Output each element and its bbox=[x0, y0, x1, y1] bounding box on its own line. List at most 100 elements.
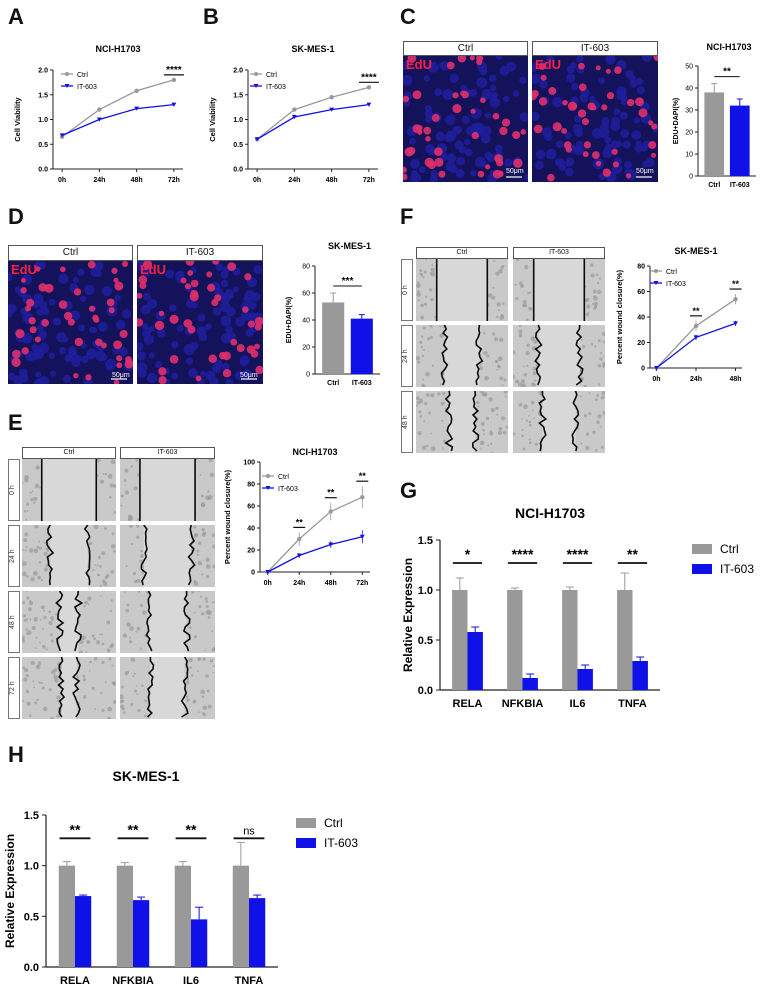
edu-nucleus bbox=[512, 130, 521, 140]
cell-texture bbox=[38, 486, 41, 489]
cell-texture bbox=[139, 603, 144, 608]
cell-texture bbox=[513, 375, 516, 379]
edu-nucleus bbox=[452, 92, 459, 99]
dapi-nucleus bbox=[620, 129, 630, 138]
cell-texture bbox=[33, 617, 39, 622]
e-ctrl-header: Ctrl bbox=[22, 447, 116, 459]
e-ctrl-0h-image bbox=[22, 459, 116, 521]
series-line-ctrl bbox=[256, 86, 370, 140]
dapi-nucleus bbox=[635, 77, 643, 86]
dapi-nucleus bbox=[88, 326, 96, 334]
cell-texture bbox=[592, 430, 596, 435]
cell-texture bbox=[425, 393, 430, 397]
cell-texture bbox=[496, 302, 501, 307]
data-point bbox=[733, 296, 738, 302]
cell-texture bbox=[533, 417, 535, 419]
dapi-nucleus bbox=[242, 369, 252, 378]
edu-nucleus bbox=[577, 109, 587, 118]
dapi-nucleus bbox=[225, 325, 233, 334]
cell-texture bbox=[421, 383, 425, 387]
cell-texture bbox=[421, 354, 425, 358]
cell-texture bbox=[41, 686, 45, 690]
x-tick-label: 0h bbox=[652, 376, 660, 383]
edu-nucleus bbox=[100, 342, 107, 349]
cell-texture bbox=[528, 306, 532, 311]
cell-texture bbox=[186, 680, 190, 685]
cell-texture bbox=[101, 633, 104, 636]
dapi-nucleus bbox=[190, 342, 199, 351]
cell-texture bbox=[204, 713, 207, 716]
cell-texture bbox=[26, 618, 29, 621]
cell-texture bbox=[130, 542, 134, 546]
cell-texture bbox=[430, 326, 433, 329]
dapi-nucleus bbox=[8, 272, 13, 282]
f-it603-header: IT-603 bbox=[513, 247, 605, 259]
cell-texture bbox=[416, 281, 420, 284]
cell-texture bbox=[29, 599, 32, 603]
legend-label: Ctrl bbox=[324, 816, 343, 830]
f-ctrl-0h-image bbox=[416, 259, 508, 321]
cell-texture bbox=[521, 428, 524, 431]
data-point bbox=[296, 553, 302, 558]
dapi-nucleus bbox=[211, 363, 222, 373]
cell-texture bbox=[419, 272, 423, 276]
cell-texture bbox=[494, 359, 498, 363]
cell-texture bbox=[523, 365, 526, 368]
bar-it-603 bbox=[191, 919, 208, 967]
significance-stars: ** bbox=[186, 821, 197, 837]
cell-texture bbox=[99, 595, 102, 597]
dapi-nucleus bbox=[157, 329, 166, 338]
panel-label-g: G bbox=[400, 478, 418, 503]
cell-texture bbox=[422, 349, 425, 351]
dapi-nucleus bbox=[19, 373, 29, 383]
edu-nucleus bbox=[562, 99, 568, 106]
cell-texture bbox=[88, 670, 91, 672]
cell-texture bbox=[524, 265, 529, 270]
chart-c-edu-bar: NCI-H1703 0 10 20 30 40 50 EDU+DAPI(%) Ctrl IT-60… bbox=[673, 42, 756, 189]
edu-nucleus bbox=[461, 91, 469, 99]
edu-nucleus bbox=[433, 147, 443, 157]
edu-nucleus bbox=[67, 318, 75, 326]
dapi-nucleus bbox=[479, 67, 488, 76]
edu-nucleus bbox=[611, 148, 618, 155]
cell-texture bbox=[133, 579, 138, 584]
dapi-nucleus bbox=[574, 115, 582, 123]
panel-label-b: B bbox=[203, 4, 219, 29]
cell-texture bbox=[489, 430, 493, 433]
dapi-nucleus bbox=[59, 346, 67, 355]
panel-label-c: C bbox=[400, 4, 416, 29]
cell-texture bbox=[137, 591, 141, 593]
dapi-nucleus bbox=[240, 360, 247, 367]
cell-texture bbox=[601, 331, 605, 336]
bar-it-603 bbox=[729, 105, 750, 176]
wound-edge-right bbox=[571, 391, 580, 452]
cell-texture bbox=[583, 414, 586, 417]
dapi-nucleus bbox=[68, 347, 77, 356]
edu-nucleus bbox=[44, 283, 54, 293]
edu-nucleus bbox=[21, 347, 29, 355]
cell-texture bbox=[50, 669, 56, 675]
dapi-nucleus bbox=[144, 328, 152, 336]
e-timepoint-0h: 0 h bbox=[8, 459, 20, 521]
edu-nucleus bbox=[492, 112, 500, 120]
dapi-nucleus bbox=[566, 73, 576, 83]
legend-marker bbox=[253, 84, 259, 88]
edu-nucleus bbox=[63, 311, 73, 321]
cell-texture bbox=[28, 601, 34, 606]
cell-texture bbox=[130, 657, 136, 662]
cell-texture bbox=[22, 635, 25, 641]
data-point bbox=[171, 102, 177, 107]
data-point bbox=[265, 570, 271, 575]
data-point bbox=[171, 77, 177, 83]
dapi-nucleus bbox=[624, 160, 632, 169]
cell-texture bbox=[34, 701, 38, 705]
cell-texture bbox=[476, 401, 480, 405]
d-it603-header: IT-603 bbox=[137, 245, 263, 261]
dapi-nucleus bbox=[641, 56, 652, 62]
wound-edge-right bbox=[575, 325, 584, 386]
y-tick-label: 0 bbox=[689, 174, 693, 181]
significance-stars: **** bbox=[166, 65, 182, 76]
dapi-nucleus bbox=[478, 159, 487, 168]
dapi-nucleus bbox=[424, 104, 432, 113]
edu-nucleus bbox=[125, 356, 133, 363]
